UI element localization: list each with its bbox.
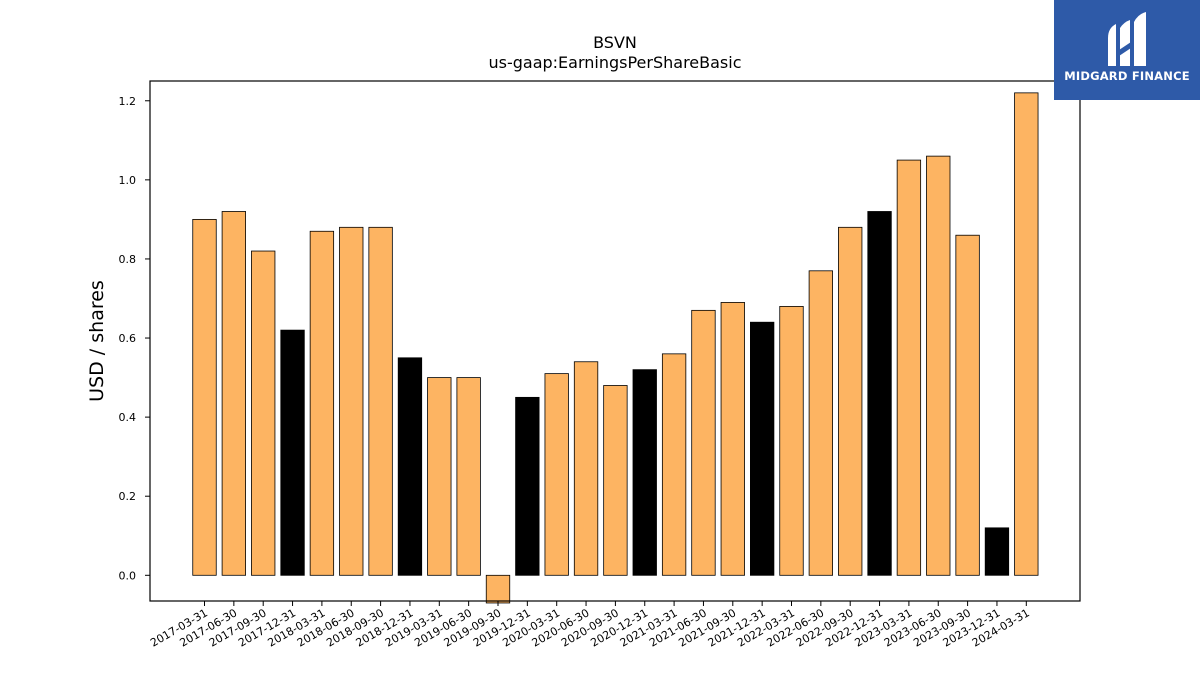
- bar-2017-06-30: [221, 211, 247, 576]
- bar-2020-06-30: [573, 361, 599, 576]
- bar-2018-09-30: [368, 226, 393, 576]
- y-tick-label: 0.4: [119, 411, 137, 424]
- bar-2021-03-31: [661, 353, 687, 576]
- y-tick-label: 0.6: [119, 332, 137, 345]
- y-tick-label: 1.2: [119, 95, 137, 108]
- plot-frame: [149, 80, 1081, 602]
- y-tick-label: 0.8: [119, 253, 137, 266]
- bar-2017-03-31: [192, 218, 217, 576]
- bar-2023-12-31: [984, 527, 1010, 576]
- y-tick-label: 1.0: [119, 174, 137, 187]
- bar-2021-12-31: [750, 321, 775, 576]
- bar-2022-06-30: [808, 270, 833, 576]
- bars-group: [192, 92, 1039, 604]
- bar-2019-03-31: [427, 377, 452, 576]
- bar-2023-09-30: [955, 234, 980, 576]
- bar-2023-03-31: [896, 159, 922, 576]
- bar-2023-06-30: [926, 155, 951, 576]
- y-tick-label: 0.2: [119, 490, 137, 503]
- bar-2020-12-31: [632, 369, 657, 576]
- midgard-logo-icon: [1108, 12, 1146, 66]
- bar-2018-06-30: [339, 226, 364, 576]
- bar-2024-03-31: [1014, 92, 1039, 576]
- bar-2017-09-30: [251, 250, 276, 576]
- bar-2019-06-30: [456, 377, 481, 576]
- bar-2018-03-31: [309, 230, 335, 576]
- y-tick-label: 0.0: [119, 569, 137, 582]
- bar-2020-09-30: [603, 385, 628, 576]
- x-ticks-group: 2017-03-312017-06-302017-09-302017-12-31…: [148, 601, 1032, 650]
- bar-2019-09-30: [485, 574, 511, 604]
- bar-2019-12-31: [515, 396, 540, 576]
- chart-title: BSVN: [593, 33, 637, 52]
- logo-text: MIDGARD FINANCE: [1064, 69, 1190, 83]
- y-axis-label: USD / shares: [86, 280, 108, 402]
- bar-2018-12-31: [397, 357, 423, 576]
- bar-2022-03-31: [779, 305, 804, 576]
- brand-logo: MIDGARD FINANCE: [1054, 0, 1200, 100]
- bar-2020-03-31: [544, 373, 569, 576]
- bar-2021-09-30: [720, 302, 745, 576]
- bar-2022-12-31: [867, 211, 892, 576]
- y-ticks-group: 0.0 0.2 0.4 0.6 0.8 1.0 1.2: [119, 95, 150, 582]
- bar-2021-06-30: [691, 309, 716, 576]
- bar-2017-12-31: [280, 329, 305, 576]
- bar-2022-09-30: [838, 226, 863, 576]
- chart-subtitle: us-gaap:EarningsPerShareBasic: [488, 53, 741, 72]
